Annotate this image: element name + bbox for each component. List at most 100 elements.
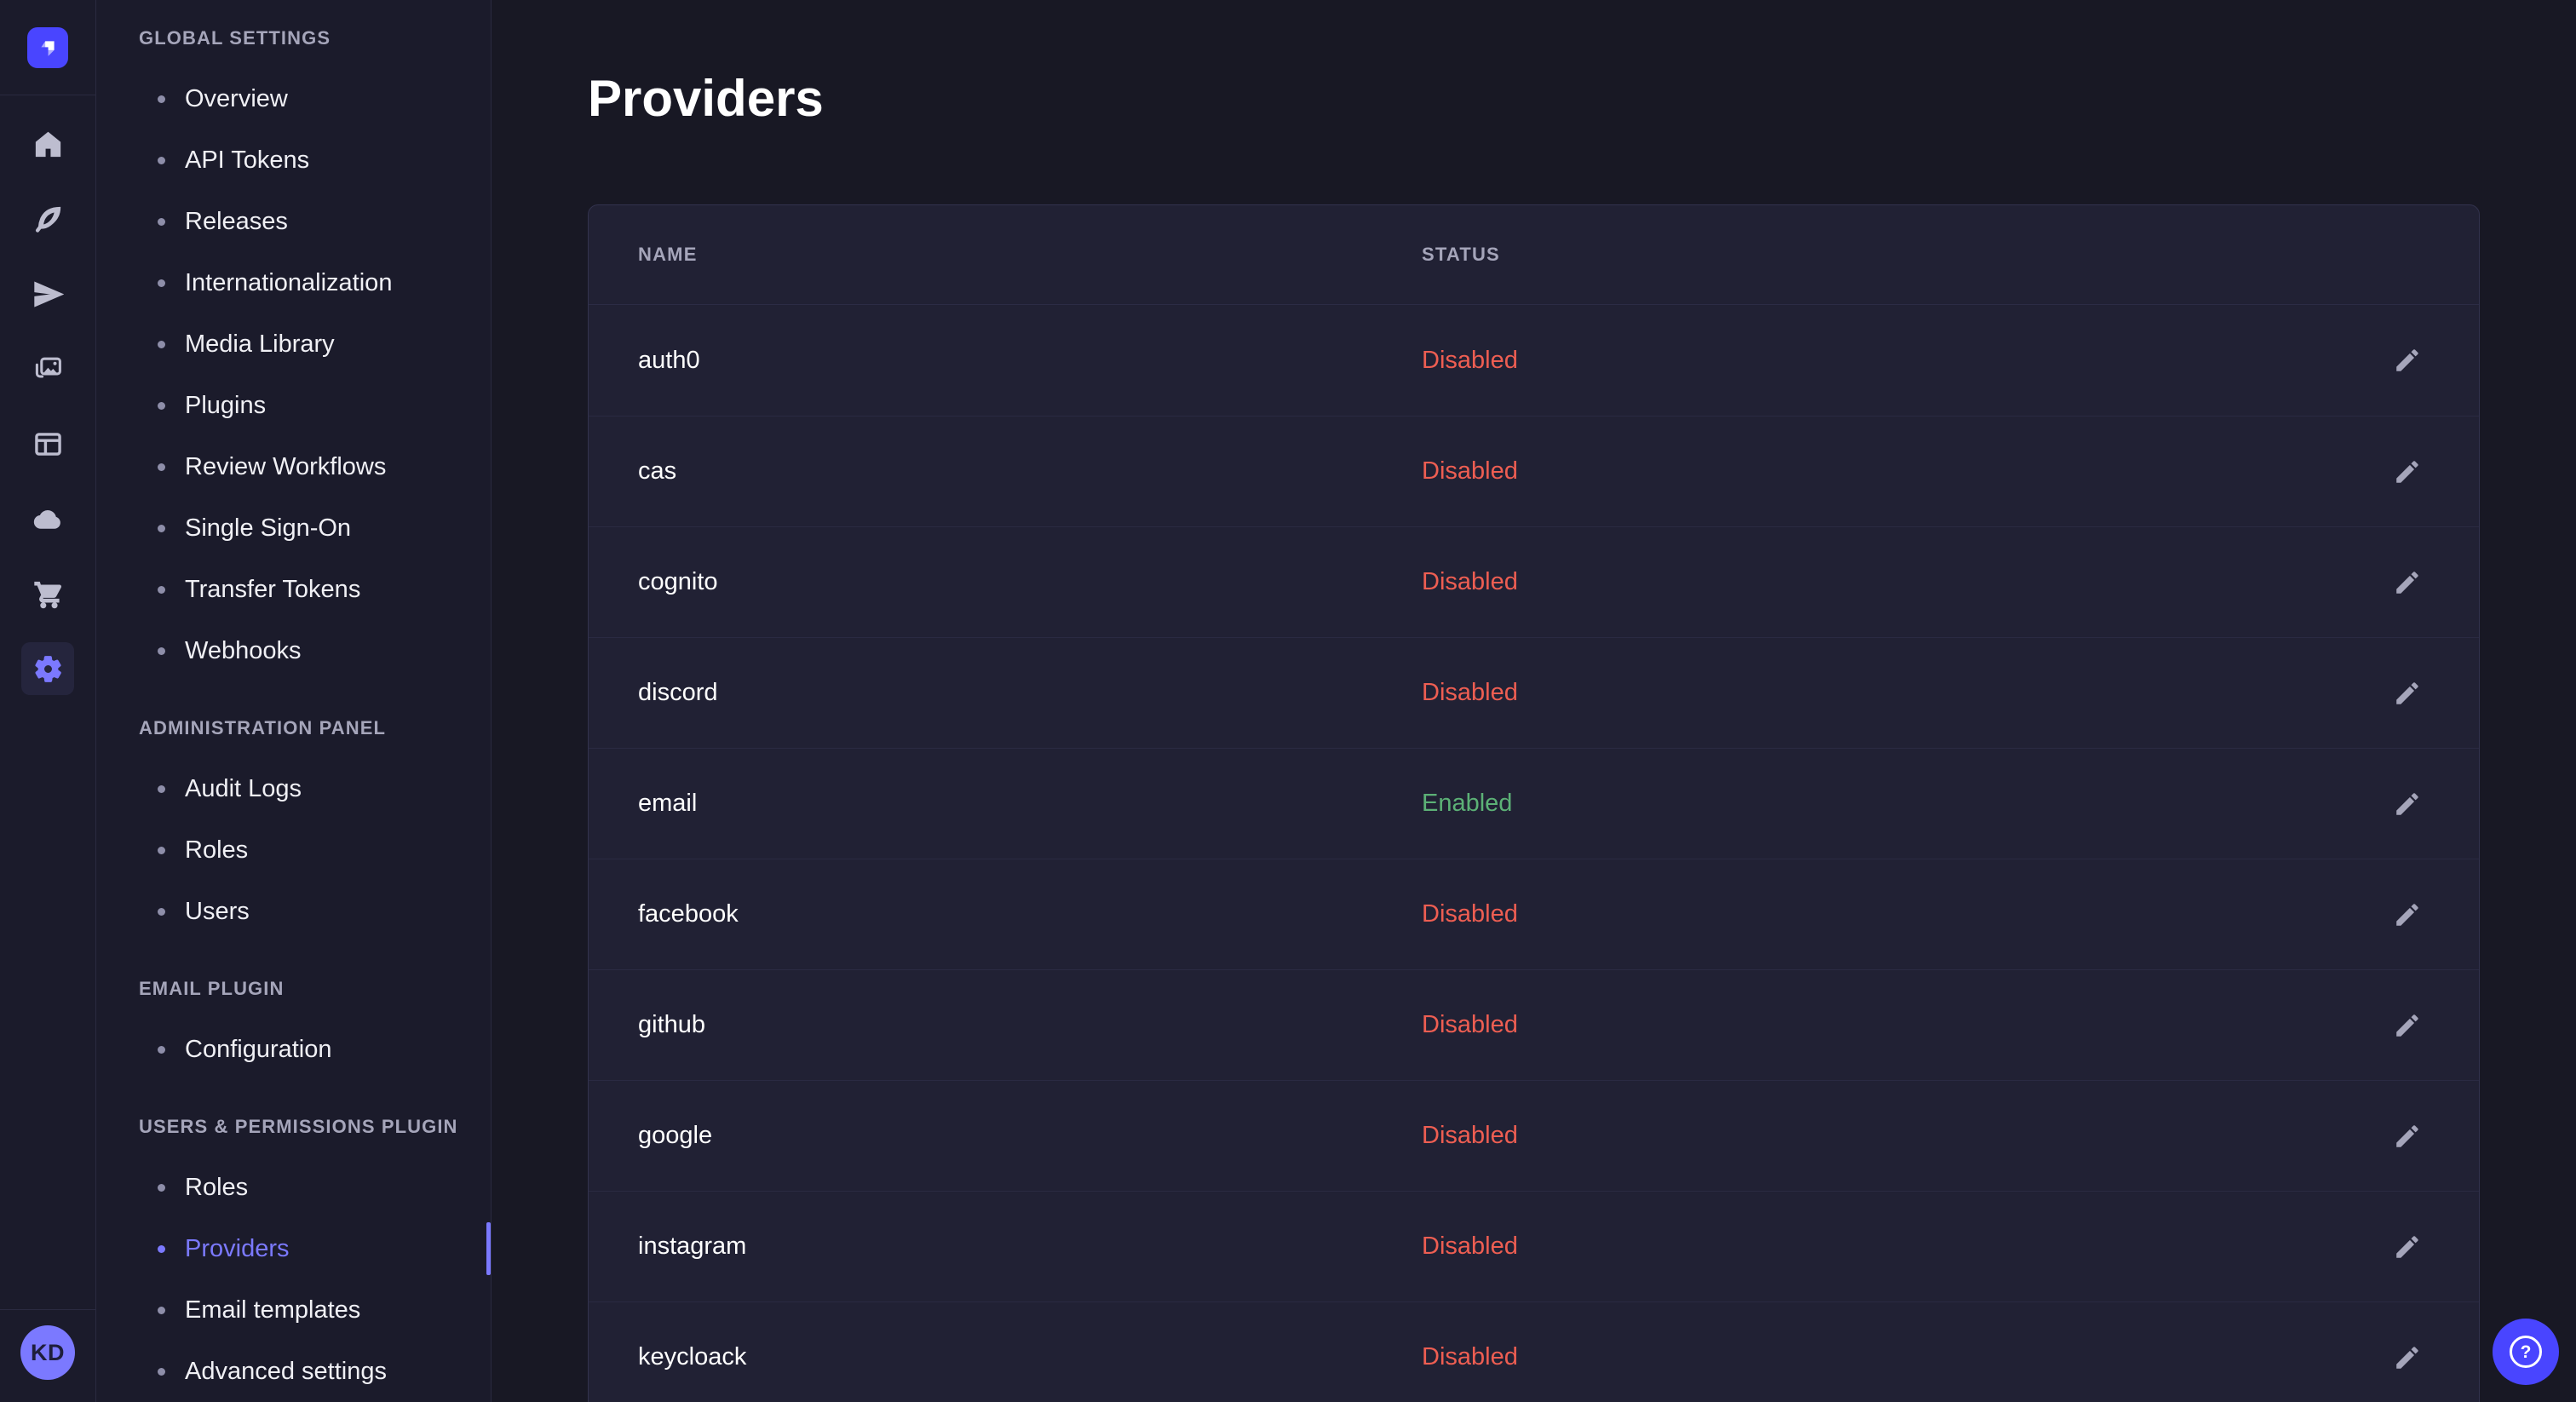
edit-provider-button[interactable] bbox=[2383, 1334, 2431, 1382]
subnav-item-transfer-tokens[interactable]: Transfer Tokens bbox=[96, 559, 491, 620]
subnav-item-roles[interactable]: Roles bbox=[96, 819, 491, 881]
subnav-item-label: Releases bbox=[185, 207, 288, 235]
edit-provider-button[interactable] bbox=[2383, 1112, 2431, 1160]
column-header-name: Name bbox=[638, 244, 698, 265]
provider-status: Disabled bbox=[1422, 457, 1518, 485]
user-avatar[interactable]: KD bbox=[20, 1325, 75, 1380]
cloud-icon[interactable] bbox=[21, 492, 74, 545]
bullet-icon bbox=[158, 401, 165, 410]
subnav-item-email-templates[interactable]: Email templates bbox=[96, 1279, 491, 1341]
table-header: Name Status bbox=[589, 205, 2479, 305]
subnav-section-header: Email plugin bbox=[139, 978, 285, 999]
subnav-item-plugins[interactable]: Plugins bbox=[96, 375, 491, 436]
table-row-github: github Disabled bbox=[589, 969, 2479, 1080]
icon-rail: KD bbox=[0, 0, 96, 1402]
subnav-section-header: Users & Permissions plugin bbox=[139, 1116, 458, 1137]
strapi-logo-icon[interactable] bbox=[27, 26, 68, 68]
subnav-section-email-plugin: Email plugin Configuration bbox=[96, 976, 491, 1080]
subnav-section-administration-panel: Administration panel Audit Logs Roles Users bbox=[96, 715, 491, 942]
provider-name: instagram bbox=[638, 1232, 747, 1260]
bullet-icon bbox=[158, 95, 165, 103]
provider-status: Disabled bbox=[1422, 568, 1518, 595]
subnav-item-label: Email templates bbox=[185, 1296, 361, 1324]
bullet-icon bbox=[158, 1183, 165, 1192]
subnav-item-roles[interactable]: Roles bbox=[96, 1157, 491, 1218]
edit-provider-button[interactable] bbox=[2383, 559, 2431, 606]
row-actions bbox=[2320, 1002, 2431, 1049]
subnav-item-internationalization[interactable]: Internationalization bbox=[96, 252, 491, 313]
provider-status: Disabled bbox=[1422, 346, 1518, 374]
subnav-item-label: Advanced settings bbox=[185, 1357, 387, 1385]
subnav-item-providers[interactable]: Providers bbox=[96, 1218, 491, 1279]
edit-pencil-icon bbox=[2396, 792, 2418, 815]
providers-table-body: auth0 Disabled cas Disabled cognito Disable… bbox=[589, 305, 2479, 1402]
provider-name: keycloack bbox=[638, 1343, 747, 1370]
edit-provider-button[interactable] bbox=[2383, 336, 2431, 384]
subnav-item-releases[interactable]: Releases bbox=[96, 191, 491, 252]
bullet-icon bbox=[158, 585, 165, 594]
edit-pencil-icon bbox=[2396, 903, 2418, 926]
subnav-item-audit-logs[interactable]: Audit Logs bbox=[96, 758, 491, 819]
home-icon[interactable] bbox=[21, 118, 74, 170]
table-row-facebook: facebook Disabled bbox=[589, 859, 2479, 969]
subnav-sections: Global settings Overview API Tokens Release… bbox=[96, 26, 491, 1402]
row-actions bbox=[2320, 669, 2431, 717]
table-row-email: email Enabled bbox=[589, 748, 2479, 859]
strapi-mark bbox=[41, 40, 55, 56]
subnav-item-webhooks[interactable]: Webhooks bbox=[96, 620, 491, 681]
rail-icon-list bbox=[21, 95, 74, 695]
edit-provider-button[interactable] bbox=[2383, 448, 2431, 496]
subnav-item-label: Providers bbox=[185, 1234, 290, 1262]
feather-icon[interactable] bbox=[21, 192, 74, 245]
subnav-item-review-workflows[interactable]: Review Workflows bbox=[96, 436, 491, 497]
subnav-item-label: Users bbox=[185, 897, 250, 925]
subnav-item-label: API Tokens bbox=[185, 146, 310, 174]
subnav-item-overview[interactable]: Overview bbox=[96, 68, 491, 129]
subnav-item-label: Configuration bbox=[185, 1035, 332, 1063]
table-row-auth0: auth0 Disabled bbox=[589, 305, 2479, 416]
subnav-item-advanced-settings[interactable]: Advanced settings bbox=[96, 1341, 491, 1402]
bullet-icon bbox=[158, 217, 165, 226]
bullet-icon bbox=[158, 1045, 165, 1054]
edit-provider-button[interactable] bbox=[2383, 1223, 2431, 1271]
edit-provider-button[interactable] bbox=[2383, 669, 2431, 717]
edit-pencil-icon bbox=[2396, 1014, 2418, 1037]
subnav-section-header: Administration panel bbox=[139, 717, 387, 738]
subnav-item-configuration[interactable]: Configuration bbox=[96, 1019, 491, 1080]
cart-icon[interactable] bbox=[21, 567, 74, 620]
subnav-item-label: Review Workflows bbox=[185, 452, 387, 480]
table-row-cas: cas Disabled bbox=[589, 416, 2479, 526]
bullet-icon bbox=[158, 340, 165, 348]
help-button[interactable]: ? bbox=[2493, 1319, 2559, 1385]
media-library-icon[interactable] bbox=[21, 342, 74, 395]
row-actions bbox=[2320, 891, 2431, 939]
active-item-indicator bbox=[486, 1222, 491, 1275]
provider-name: google bbox=[638, 1122, 713, 1149]
bullet-icon bbox=[158, 279, 165, 287]
layout-icon[interactable] bbox=[21, 417, 74, 470]
provider-name: github bbox=[638, 1011, 706, 1038]
row-actions bbox=[2320, 1223, 2431, 1271]
paper-plane-icon[interactable] bbox=[21, 267, 74, 320]
subnav-item-single-sign-on[interactable]: Single Sign-On bbox=[96, 497, 491, 559]
edit-provider-button[interactable] bbox=[2383, 1002, 2431, 1049]
table-row-instagram: instagram Disabled bbox=[589, 1191, 2479, 1301]
edit-provider-button[interactable] bbox=[2383, 891, 2431, 939]
provider-status: Disabled bbox=[1422, 1011, 1518, 1038]
row-actions bbox=[2320, 1112, 2431, 1160]
subnav-section-header: Global settings bbox=[139, 27, 331, 49]
subnav-item-users[interactable]: Users bbox=[96, 881, 491, 942]
settings-subnav: Global settings Overview API Tokens Release… bbox=[96, 0, 492, 1402]
edit-pencil-icon bbox=[2396, 460, 2418, 483]
table-row-discord: discord Disabled bbox=[589, 637, 2479, 748]
subnav-section-users-and-permissions-plugin: Users & Permissions plugin Roles Providers… bbox=[96, 1114, 491, 1402]
subnav-item-media-library[interactable]: Media Library bbox=[96, 313, 491, 375]
row-actions bbox=[2320, 336, 2431, 384]
edit-provider-button[interactable] bbox=[2383, 780, 2431, 828]
subnav-item-api-tokens[interactable]: API Tokens bbox=[96, 129, 491, 191]
edit-pencil-icon bbox=[2396, 1124, 2418, 1147]
subnav-item-label: Roles bbox=[185, 1173, 249, 1201]
provider-status: Disabled bbox=[1422, 1122, 1518, 1149]
settings-gear-icon[interactable] bbox=[21, 642, 74, 695]
